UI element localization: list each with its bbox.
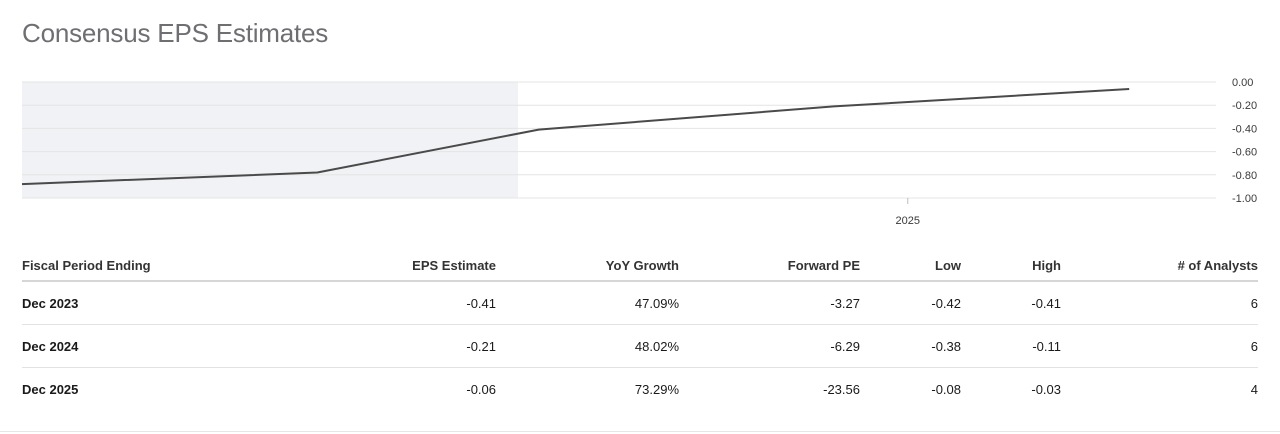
cell-high: -0.41 [961,281,1061,325]
actuals-shade [22,82,519,198]
cell-high: -0.11 [961,324,1061,368]
header-fiscal-period: Fiscal Period Ending [22,251,222,282]
cell-analysts: 6 [1061,281,1258,325]
y-tick-label: -1.00 [1232,193,1257,205]
y-tick-label: -0.60 [1232,147,1257,159]
cell-forward-pe: -23.56 [823,381,860,397]
y-tick-label: -0.80 [1232,170,1257,182]
cell-high: -0.03 [1031,381,1061,397]
cell-fiscal-period: Dec 2023 [22,281,222,325]
cell-eps-estimate: -0.41 [222,281,496,325]
y-tick-label: -0.40 [1232,123,1257,135]
y-tick-label: 0.00 [1232,77,1253,89]
table-header-row: Fiscal Period Ending EPS Estimate YoY Gr… [22,251,1258,282]
cell-eps-estimate: -0.21 [222,324,496,368]
header-high: High [961,251,1061,282]
cell-yoy-growth: 73.29% [634,381,679,397]
cell-low: -0.08 [931,381,961,397]
table-row: Dec 2024 -0.21 48.02% -6.29 -0.38 -0.11 … [22,324,1258,368]
header-forward-pe: Forward PE [679,251,860,282]
cell-analysts: 4 [1250,381,1258,397]
x-tick-label: 2025 [896,215,920,227]
header-yoy-growth: YoY Growth [496,251,679,282]
header-low: Low [860,251,961,282]
cell-yoy-growth: 48.02% [496,324,679,368]
cell-fiscal-period: Dec 2024 [22,324,222,368]
y-tick-label: -0.20 [1232,100,1257,112]
cell-analysts: 6 [1061,324,1258,368]
bottom-divider [0,431,1280,432]
page-title: Consensus EPS Estimates [22,18,329,48]
cell-fiscal-period: Dec 2025 [22,381,79,397]
eps-line-chart: 0.00 -0.20 -0.40 -0.60 -0.80 -1.00 2025 [21,77,1257,227]
cell-yoy-growth: 47.09% [496,281,679,325]
eps-estimates-table: Fiscal Period Ending EPS Estimate YoY Gr… [22,251,1258,410]
cell-eps-estimate: -0.06 [466,381,496,397]
cell-low: -0.42 [860,281,961,325]
cell-low: -0.38 [860,324,961,368]
cell-forward-pe: -3.27 [679,281,860,325]
header-eps-estimate: EPS Estimate [222,251,496,282]
table-row: Dec 2025 -0.06 73.29% -23.56 -0.08 -0.03… [22,368,1258,411]
eps-series-line [21,88,1130,186]
header-analysts: # of Analysts [1061,251,1258,282]
table-row: Dec 2023 -0.41 47.09% -3.27 -0.42 -0.41 … [22,281,1258,325]
cell-forward-pe: -6.29 [679,324,860,368]
